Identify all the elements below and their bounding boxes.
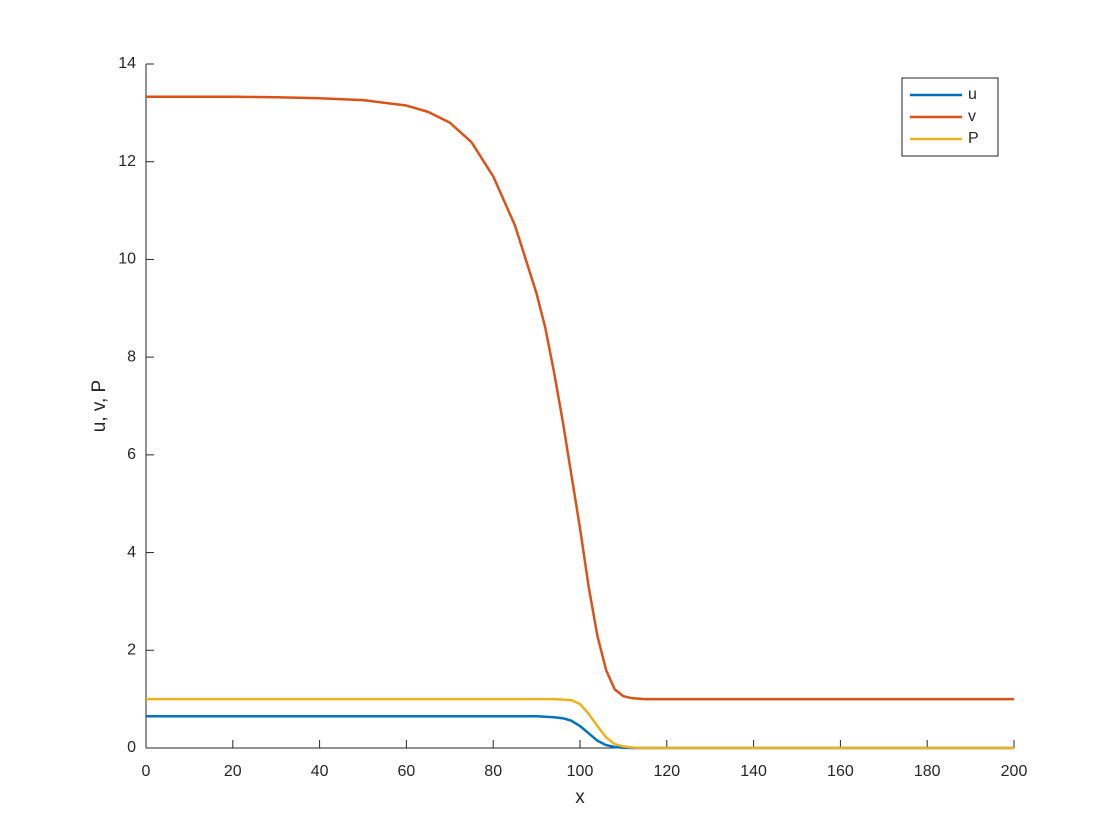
y-tick-label: 4	[127, 544, 136, 561]
y-axis-label: u, v, P	[89, 380, 110, 432]
x-tick-label: 20	[224, 763, 242, 780]
y-tick-label: 6	[127, 446, 136, 463]
x-tick-label: 120	[653, 763, 680, 780]
x-tick-label: 180	[914, 763, 941, 780]
line-series	[146, 697, 1014, 750]
legend-label: P	[968, 130, 979, 147]
x-tick-label: 40	[311, 763, 329, 780]
y-tick-label: 12	[118, 153, 136, 170]
x-tick-label: 100	[567, 763, 594, 780]
x-tick-label: 80	[484, 763, 502, 780]
legend-label: v	[968, 108, 976, 125]
x-tick-label: 60	[398, 763, 416, 780]
y-tick-label: 0	[127, 739, 136, 756]
y-tick-label: 14	[118, 55, 136, 72]
x-axis-label: x	[575, 787, 585, 808]
x-tick-label: 140	[740, 763, 767, 780]
y-tick-label: 10	[118, 251, 136, 268]
legend-label: u	[968, 86, 977, 103]
line-series	[146, 95, 1014, 701]
x-tick-label: 200	[1001, 763, 1028, 780]
x-tick-label: 0	[142, 763, 151, 780]
x-tick-label: 160	[827, 763, 854, 780]
y-tick-label: 2	[127, 642, 136, 659]
y-tick-label: 8	[127, 348, 136, 365]
